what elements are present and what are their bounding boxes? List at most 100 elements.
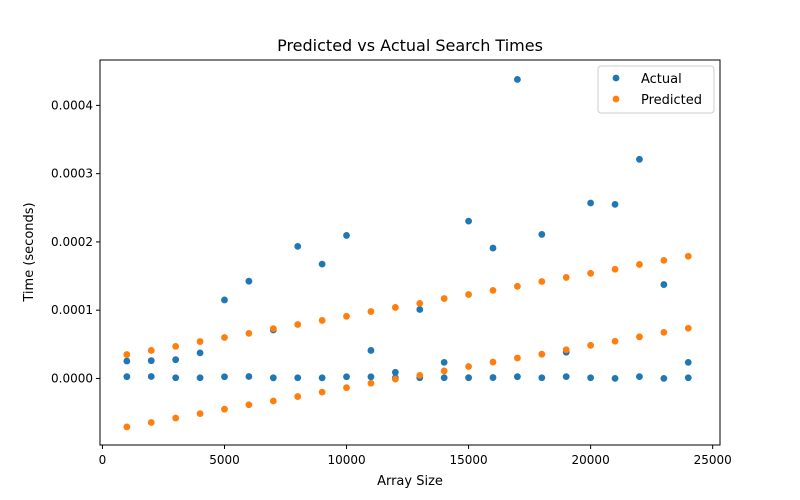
legend: Actual Predicted	[597, 65, 715, 114]
data-point-predicted	[660, 328, 668, 336]
data-point-predicted	[172, 342, 180, 350]
data-point-predicted	[684, 252, 692, 260]
data-point-actual	[294, 374, 302, 382]
data-point-predicted	[269, 397, 277, 405]
data-point-actual	[123, 373, 131, 381]
data-point-actual	[611, 200, 619, 208]
data-point-predicted	[221, 405, 228, 413]
data-point-predicted	[123, 351, 131, 358]
data-point-predicted	[538, 350, 546, 358]
data-point-predicted	[416, 371, 424, 379]
data-point-predicted	[611, 265, 619, 273]
data-point-predicted	[562, 274, 570, 281]
data-point-actual	[440, 359, 448, 366]
data-point-predicted	[489, 286, 497, 294]
data-point-predicted	[147, 419, 155, 426]
plot-area-frame	[99, 59, 721, 446]
data-point-predicted	[221, 334, 228, 341]
data-point-actual	[611, 374, 619, 382]
y-tick-label: 0.0004	[51, 98, 93, 112]
data-point-actual	[367, 347, 375, 354]
data-point-actual	[636, 373, 643, 381]
x-tick-label: 10000	[327, 453, 365, 467]
data-point-actual	[684, 359, 692, 366]
data-point-actual	[245, 373, 253, 380]
y-axis-label: Time (seconds)	[22, 202, 37, 302]
x-tick-label: 0	[99, 453, 107, 467]
data-point-predicted	[684, 324, 692, 332]
data-point-predicted	[636, 333, 643, 341]
data-point-predicted	[391, 375, 399, 383]
data-point-predicted	[318, 317, 326, 324]
y-tick-label: 0.0003	[51, 167, 93, 181]
data-point-actual	[172, 356, 180, 364]
legend-label-predicted: Predicted	[641, 93, 702, 108]
data-point-actual	[587, 199, 595, 207]
data-point-actual	[636, 155, 643, 163]
data-point-predicted	[294, 393, 302, 400]
data-point-actual	[318, 260, 326, 268]
data-point-predicted	[538, 278, 546, 285]
data-point-predicted	[269, 325, 277, 333]
data-point-predicted	[587, 341, 595, 349]
data-point-actual	[196, 374, 204, 382]
data-point-predicted	[343, 312, 350, 320]
data-point-predicted	[391, 304, 399, 311]
data-point-actual	[221, 296, 228, 304]
data-point-actual	[514, 373, 521, 381]
data-point-actual	[147, 373, 155, 380]
data-point-actual	[367, 373, 375, 381]
data-point-predicted	[611, 337, 619, 345]
data-point-actual	[684, 374, 692, 382]
x-axis: 0 5000 10000 15000 20000 25000	[99, 445, 732, 467]
y-axis: 0.0000 0.0001 0.0002 0.0003 0.0004	[51, 98, 100, 385]
chart-title: Predicted vs Actual Search Times	[277, 36, 543, 55]
data-point-predicted	[660, 256, 668, 264]
data-point-predicted	[514, 282, 521, 290]
data-point-predicted	[562, 346, 570, 354]
data-point-actual	[196, 349, 204, 357]
data-point-predicted	[489, 358, 497, 366]
data-point-predicted	[294, 321, 302, 328]
data-point-actual	[660, 374, 668, 382]
data-point-actual	[440, 374, 448, 382]
data-point-predicted	[196, 410, 204, 417]
data-point-actual	[465, 217, 472, 225]
data-point-actual	[269, 374, 277, 382]
x-tick-label: 25000	[694, 453, 732, 467]
data-point-predicted	[343, 384, 350, 392]
data-point-predicted	[367, 308, 375, 315]
data-point-predicted	[245, 329, 253, 337]
data-point-predicted	[318, 388, 326, 396]
data-point-predicted	[147, 347, 155, 354]
points-layer	[123, 76, 692, 431]
data-point-predicted	[123, 423, 131, 431]
data-point-predicted	[465, 363, 472, 370]
y-tick-label: 0.0002	[51, 235, 93, 249]
data-point-actual	[489, 374, 497, 381]
data-point-predicted	[636, 261, 643, 268]
data-point-actual	[391, 368, 399, 376]
x-tick-label: 5000	[209, 453, 240, 467]
data-point-actual	[416, 306, 424, 313]
data-point-actual	[660, 281, 668, 288]
legend-marker-predicted	[612, 95, 620, 103]
data-point-predicted	[587, 269, 595, 277]
data-point-predicted	[465, 291, 472, 298]
data-point-actual	[245, 277, 253, 285]
data-point-actual	[562, 373, 570, 381]
data-point-actual	[294, 242, 302, 250]
x-tick-label: 15000	[449, 453, 487, 467]
data-point-predicted	[172, 414, 180, 422]
data-point-predicted	[367, 379, 375, 387]
data-point-actual	[465, 374, 472, 382]
data-point-actual	[514, 76, 521, 83]
data-point-predicted	[245, 401, 253, 409]
data-point-actual	[123, 357, 131, 365]
data-point-actual	[538, 374, 546, 382]
data-point-actual	[587, 374, 595, 382]
y-tick-label: 0.0000	[51, 371, 93, 385]
data-point-predicted	[196, 338, 204, 345]
data-point-actual	[489, 244, 497, 252]
